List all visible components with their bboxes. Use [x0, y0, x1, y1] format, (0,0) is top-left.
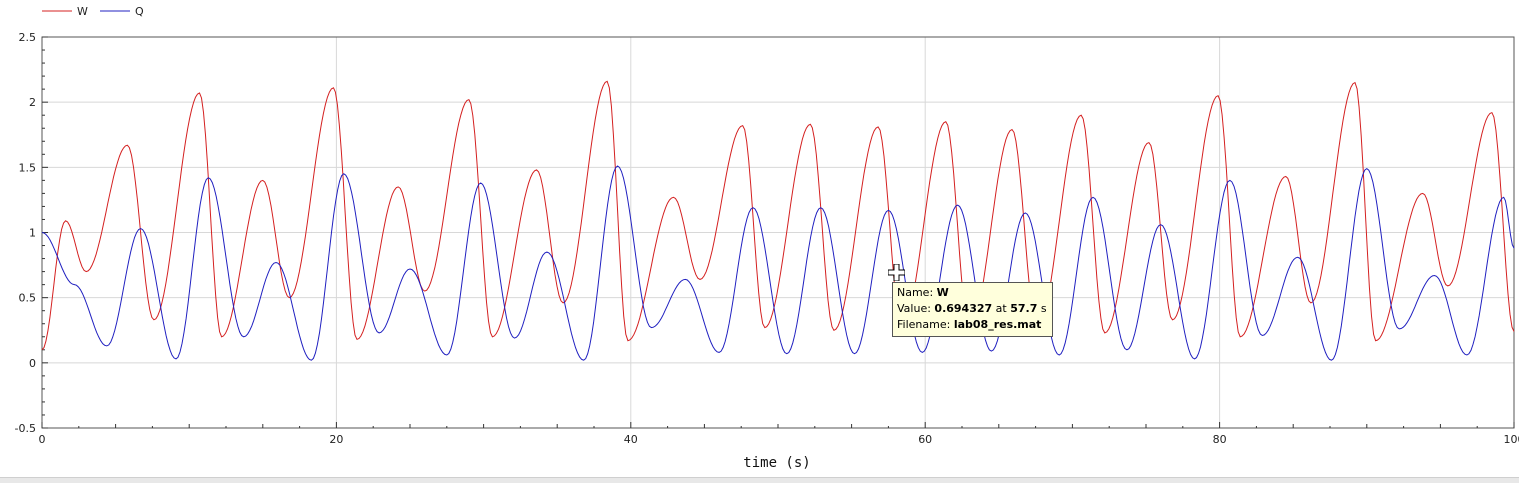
tooltip-name-label: Name:	[897, 286, 937, 299]
y-tick-label: 1.5	[19, 161, 37, 174]
x-tick-label: 40	[624, 433, 638, 446]
legend-label-q[interactable]: Q	[135, 5, 144, 18]
legend-label-w[interactable]: W	[77, 5, 88, 18]
crosshair-cursor-icon	[888, 264, 905, 281]
y-tick-label: 0	[29, 357, 36, 370]
value-tooltip: Name: W Value: 0.694327 at 57.7 s Filena…	[892, 282, 1053, 337]
tooltip-value-label: Value:	[897, 302, 934, 315]
tooltip-file-value: lab08_res.mat	[954, 318, 1042, 331]
tooltip-value-row: Value: 0.694327 at 57.7 s	[897, 301, 1047, 317]
x-tick-label: 60	[918, 433, 932, 446]
y-tick-label: -0.5	[15, 422, 36, 435]
tick-labels: 020406080100-0.500.511.522.5	[15, 31, 1519, 446]
tooltip-file-row: Filename: lab08_res.mat	[897, 317, 1047, 333]
window-bottom-edge	[0, 477, 1519, 483]
x-tick-label: 80	[1213, 433, 1227, 446]
tooltip-value-time: 57.7	[1010, 302, 1037, 315]
x-tick-label: 20	[329, 433, 343, 446]
x-tick-label: 100	[1504, 433, 1519, 446]
series-line-q	[42, 166, 1514, 360]
tooltip-name-value: W	[937, 286, 949, 299]
y-tick-label: 2	[29, 96, 36, 109]
x-axis-title: time (s)	[743, 455, 810, 471]
tooltip-value-unit: s	[1037, 302, 1046, 315]
tooltip-name-row: Name: W	[897, 285, 1047, 301]
data-series	[42, 81, 1514, 360]
y-tick-label: 1	[29, 227, 36, 240]
y-tick-label: 2.5	[19, 31, 37, 44]
tooltip-value-at: at	[992, 302, 1010, 315]
y-tick-label: 0.5	[19, 292, 37, 305]
chart-grid	[42, 37, 1514, 428]
tooltip-file-label: Filename:	[897, 318, 954, 331]
x-tick-label: 0	[39, 433, 46, 446]
series-line-w	[42, 81, 1514, 350]
tooltip-value-number: 0.694327	[934, 302, 992, 315]
